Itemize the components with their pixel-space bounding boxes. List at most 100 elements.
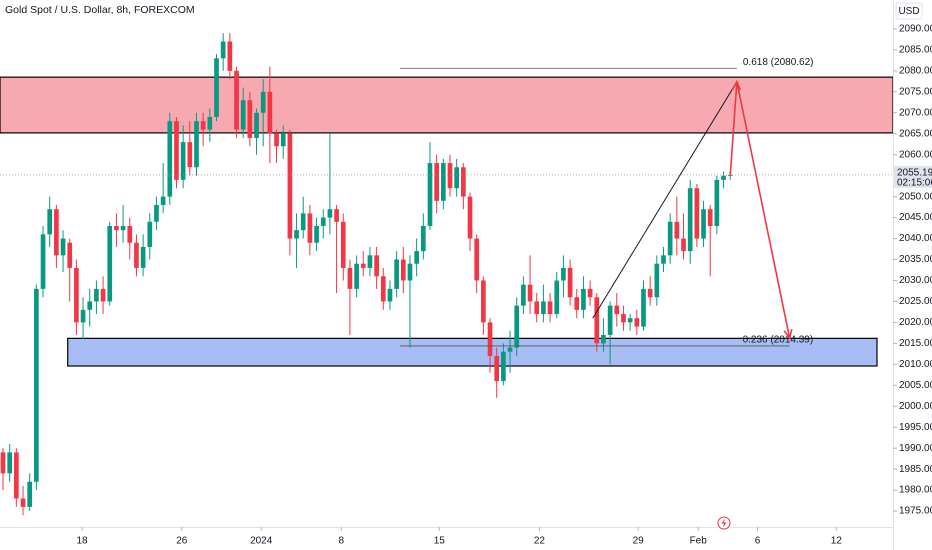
candle-body	[47, 209, 53, 235]
candle-body	[174, 121, 179, 180]
y-tick-label: 2025.00	[899, 296, 932, 307]
candle-body	[334, 209, 339, 222]
candle-body	[80, 309, 86, 323]
x-tick-label: 26	[176, 536, 188, 547]
candle-body	[227, 41, 233, 71]
candle-body	[374, 255, 379, 277]
candle-body	[107, 225, 113, 302]
chart-title: Gold Spot / U.S. Dollar, 8h, FOREXCOM	[5, 4, 195, 16]
candle-body	[120, 225, 126, 231]
y-tick-label: 2060.00	[899, 149, 932, 160]
candle-body	[267, 91, 273, 134]
candle-body	[380, 276, 386, 302]
candle-body	[100, 288, 106, 302]
candle-body	[634, 318, 640, 327]
candle-body	[534, 301, 540, 315]
candle-body	[621, 314, 626, 323]
candle-body	[27, 481, 33, 507]
candle-body	[561, 267, 566, 281]
candle-body	[307, 213, 313, 243]
fib-label: 0.618 (2080.62)	[743, 57, 814, 68]
candle-body	[200, 121, 206, 130]
candle-body	[240, 100, 246, 130]
candle-body	[487, 322, 493, 356]
candle-body	[67, 242, 73, 268]
candle-body	[20, 498, 26, 507]
candle-body	[701, 209, 706, 239]
axes-layer: 1975.00 1980.00 1985.00 1990.00 1995.00 2000.…	[76, 24, 932, 547]
y-tick-label: 2045.00	[899, 212, 932, 223]
candle-body	[694, 188, 700, 239]
last-price-label: 2055.19	[897, 168, 932, 179]
candle-body	[721, 175, 726, 180]
candle-body	[354, 263, 359, 289]
candle-body	[661, 255, 666, 264]
lightning-icon[interactable]	[717, 516, 731, 530]
candle-body	[340, 221, 346, 268]
candle-body	[220, 41, 226, 59]
y-tick-label: 1990.00	[899, 443, 932, 454]
candle-body	[494, 355, 500, 382]
candle-body	[427, 163, 433, 226]
candle-body	[581, 288, 586, 310]
candle-body	[567, 267, 573, 298]
candle-body	[447, 163, 453, 189]
candle-body	[714, 179, 720, 226]
currency-box[interactable]	[895, 2, 923, 20]
x-tick-label: 29	[633, 536, 645, 547]
candle-body	[40, 234, 46, 289]
y-tick-label: 2015.00	[899, 338, 932, 349]
candle-body	[687, 188, 693, 252]
x-tick-label: 6	[755, 536, 761, 547]
candle-body	[254, 112, 259, 138]
candle-body	[554, 280, 560, 315]
candles-layer	[0, 33, 733, 516]
candle-body	[0, 452, 6, 474]
candle-body	[74, 267, 79, 323]
fib-label: 0.236 (2014.39)	[743, 335, 814, 346]
candle-body	[274, 133, 279, 147]
candle-body	[394, 259, 399, 289]
candle-body	[360, 263, 366, 268]
x-tick-label: 18	[76, 536, 88, 547]
candle-body	[187, 142, 193, 168]
candle-body	[594, 297, 600, 344]
x-tick-label: 22	[534, 536, 546, 547]
candle-body	[420, 225, 426, 252]
candle-body	[300, 213, 306, 231]
y-tick-label: 1980.00	[899, 485, 932, 496]
candle-body	[527, 284, 533, 302]
candle-body	[521, 284, 526, 306]
candle-body	[287, 133, 293, 239]
candle-body	[147, 221, 153, 247]
candle-body	[681, 238, 686, 252]
candle-body	[327, 209, 333, 218]
candle-body	[367, 255, 373, 268]
y-tick-label: 2050.00	[899, 191, 932, 202]
candle-body	[481, 280, 486, 323]
currency-label: USD	[898, 6, 919, 17]
x-tick-label: Feb	[690, 536, 708, 547]
candle-body	[607, 305, 613, 335]
y-tick-label: 1995.00	[899, 422, 932, 433]
candle-body	[654, 263, 660, 298]
y-tick-label: 2030.00	[899, 275, 932, 286]
candle-body	[674, 221, 680, 239]
y-tick-label: 1975.00	[899, 506, 932, 517]
candle-body	[34, 288, 39, 482]
candle-body	[414, 251, 419, 264]
candle-body	[434, 163, 439, 201]
x-tick-label: 8	[338, 536, 344, 547]
x-tick-label: 15	[434, 536, 446, 547]
candle-body	[514, 305, 520, 348]
candle-body	[160, 196, 166, 206]
candle-body	[347, 267, 353, 289]
candle-body	[214, 58, 219, 117]
y-tick-label: 2065.00	[899, 128, 932, 139]
candle-body	[234, 70, 239, 130]
y-tick-label: 2035.00	[899, 254, 932, 265]
candle-body	[707, 209, 713, 226]
candle-body	[320, 217, 326, 226]
zone	[0, 76, 893, 134]
